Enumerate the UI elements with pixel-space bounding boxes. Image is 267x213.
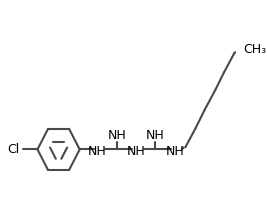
Text: CH₃: CH₃ xyxy=(243,43,266,56)
Text: NH: NH xyxy=(127,145,145,158)
Text: NH: NH xyxy=(146,129,165,142)
Text: Cl: Cl xyxy=(8,143,20,156)
Text: NH: NH xyxy=(165,145,184,158)
Text: NH: NH xyxy=(107,129,126,142)
Text: NH: NH xyxy=(88,145,107,158)
